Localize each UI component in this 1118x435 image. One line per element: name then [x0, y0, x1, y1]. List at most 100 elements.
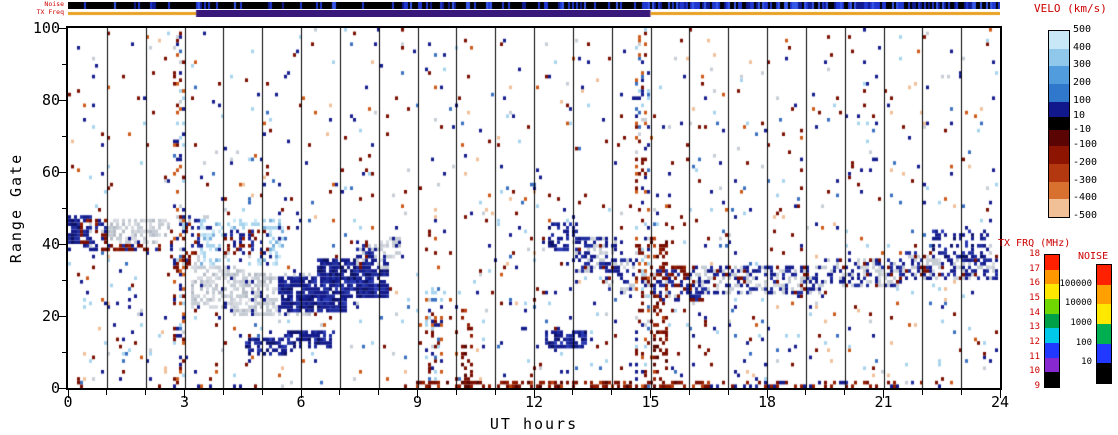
x-minor-tick: [921, 390, 923, 395]
x-minor-tick: [727, 390, 729, 395]
y-major-tick: [58, 387, 66, 389]
x-minor-tick: [106, 390, 108, 395]
colorbar-segment: [1097, 323, 1111, 344]
noise-indicator-strip: [68, 2, 1000, 9]
y-tick-label: 60: [41, 163, 60, 181]
x-minor-tick: [339, 390, 341, 395]
colorbar-segment: [1049, 48, 1069, 67]
y-tick-label: 0: [50, 379, 60, 397]
txfreq-colorbar-tick: 16: [1029, 278, 1040, 289]
x-tick-label: 3: [179, 393, 190, 411]
x-minor-tick: [572, 390, 574, 395]
velocity-colorbar-tick: 500: [1073, 24, 1092, 35]
txfreq-colorbar: [1044, 254, 1060, 388]
x-minor-tick: [222, 390, 224, 395]
txfreq-colorbar-tick: 15: [1029, 293, 1040, 303]
velocity-colorbar-tick: -400: [1073, 192, 1098, 204]
colorbar-segment: [1097, 304, 1111, 324]
y-major-tick: [58, 243, 66, 245]
txfreq-colorbar-tick: 12: [1029, 337, 1040, 347]
colorbar-segment: [1049, 199, 1069, 217]
main-plot-canvas: [68, 28, 1000, 388]
y-minor-tick: [62, 351, 66, 353]
y-tick-label: 100: [32, 19, 60, 37]
colorbar-segment: [1045, 269, 1059, 285]
x-tick-label: 0: [63, 393, 73, 411]
x-minor-tick: [611, 390, 613, 395]
noise-colorbar-tick: 10: [1081, 357, 1092, 368]
x-major-tick: [999, 390, 1001, 398]
y-minor-tick: [62, 279, 66, 281]
x-axis-label: UT hours: [489, 415, 579, 433]
plot-frame: [66, 26, 1002, 390]
x-major-tick: [184, 390, 185, 398]
colorbar-segment: [1097, 284, 1111, 305]
colorbar-segment: [1049, 31, 1069, 49]
velocity-colorbar-tick: 400: [1073, 41, 1092, 53]
y-tick-label: 40: [41, 235, 60, 253]
velocity-colorbar-tick: 200: [1073, 77, 1092, 88]
colorbar-segment: [1097, 363, 1111, 383]
txfreq-indicator-strip: [68, 10, 1000, 17]
x-minor-tick: [261, 390, 263, 395]
txfreq-colorbar-tick: 18: [1029, 249, 1040, 259]
y-major-tick: [58, 99, 66, 101]
x-minor-tick: [494, 390, 496, 395]
velocity-colorbar-tick: -100: [1073, 139, 1098, 151]
colorbar-segment: [1049, 101, 1069, 118]
colorbar-segment: [1045, 372, 1059, 387]
colorbar-segment: [1049, 66, 1069, 84]
y-tick-label: 80: [41, 91, 60, 109]
y-minor-tick: [62, 207, 66, 209]
x-major-tick: [883, 390, 884, 398]
colorbar-segment: [1045, 255, 1059, 270]
colorbar-segment: [1097, 265, 1111, 285]
y-major-tick: [58, 171, 66, 173]
x-major-tick: [67, 390, 69, 398]
txfreq-colorbar-title: TX FRQ (MHz): [998, 238, 1071, 249]
colorbar-segment: [1049, 163, 1069, 182]
x-minor-tick: [455, 390, 457, 395]
x-major-tick: [300, 390, 302, 398]
x-tick-label: 24: [990, 393, 1010, 411]
colorbar-segment: [1097, 343, 1111, 364]
velocity-colorbar-tick: 300: [1073, 59, 1092, 71]
y-tick-label: 20: [41, 307, 60, 325]
x-minor-tick: [960, 390, 962, 395]
colorbar-segment: [1049, 83, 1069, 102]
velocity-colorbar-title: VELO (km/s): [1034, 2, 1107, 15]
colorbar-segment: [1045, 298, 1059, 314]
txfreq-colorbar-tick: 11: [1029, 351, 1040, 362]
txfreq-colorbar-tick: 10: [1029, 366, 1040, 377]
x-tick-label: 21: [874, 393, 893, 411]
x-tick-label: 9: [412, 393, 423, 411]
y-major-tick: [58, 315, 66, 317]
x-minor-tick: [688, 390, 690, 395]
velocity-colorbar-tick: -10: [1073, 123, 1092, 135]
noise-colorbar: [1096, 264, 1112, 384]
x-minor-tick: [805, 390, 807, 395]
colorbar-segment: [1045, 342, 1059, 358]
velocity-colorbar: [1048, 30, 1070, 218]
x-tick-label: 18: [757, 393, 777, 411]
noise-strip-label: Noise: [44, 0, 64, 8]
velocity-colorbar-tick: -300: [1073, 174, 1098, 186]
colorbar-segment: [1049, 130, 1069, 147]
noise-colorbar-tick: 100000: [1059, 278, 1092, 289]
colorbar-segment: [1045, 284, 1059, 299]
x-major-tick: [533, 390, 535, 398]
x-tick-label: 15: [641, 393, 660, 411]
txfreq-colorbar-tick: 13: [1029, 322, 1040, 333]
noise-colorbar-tick: 10000: [1064, 298, 1092, 309]
y-minor-tick: [62, 135, 66, 137]
x-tick-label: 12: [524, 393, 544, 411]
colorbar-segment: [1045, 357, 1059, 373]
noise-colorbar-title: NOISE: [1078, 251, 1109, 262]
noise-colorbar-tick: 100: [1075, 337, 1092, 348]
txfreq-colorbar-tick: 14: [1029, 307, 1040, 318]
x-major-tick: [650, 390, 651, 398]
txfreq-colorbar-tick: 17: [1029, 263, 1040, 274]
y-minor-tick: [62, 63, 66, 65]
txfreq-strip-label: TX Freq: [36, 8, 64, 16]
